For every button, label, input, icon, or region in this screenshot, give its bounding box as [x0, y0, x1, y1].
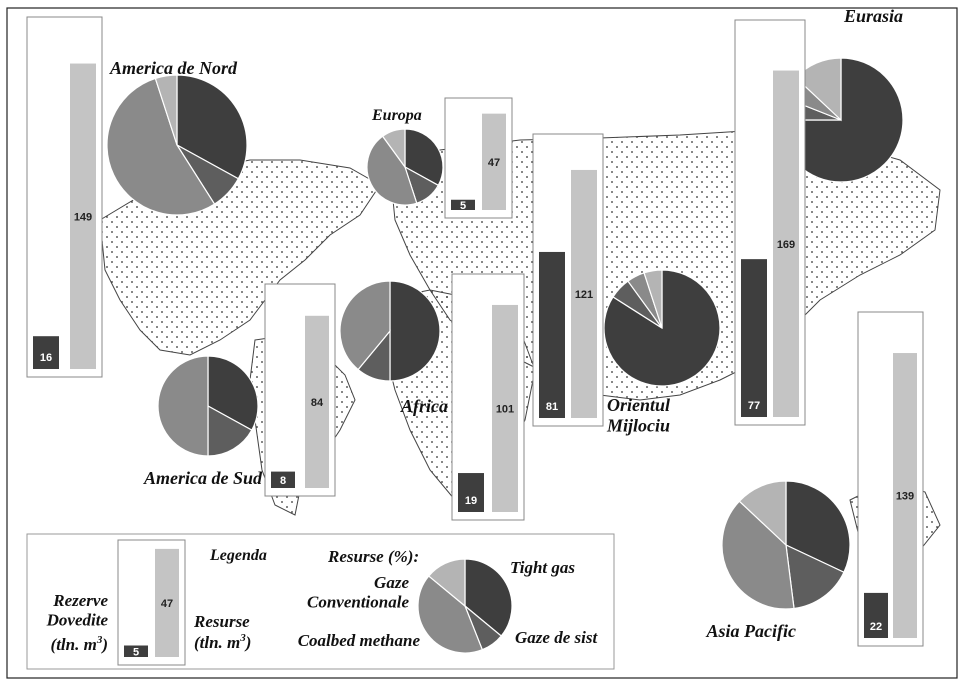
legend-example-resources-value: 47 — [161, 598, 173, 610]
legend-cat-gaze-conventionale: Gaze Conventionale — [307, 573, 409, 612]
region-eurasia: 77 169 Eurasia — [734, 6, 904, 426]
region-africa-proved-value: 19 — [465, 495, 477, 507]
region-europa-slice-gaze-de-sist — [366, 135, 418, 206]
region-america-de-sud-slice-gaze-de-sist — [157, 355, 209, 457]
legend-example-slice-gaze-conventionale — [464, 558, 513, 637]
region-africa-bars: 19 101 — [451, 273, 525, 521]
region-orientul-mijlociu-proved-bar — [539, 251, 565, 418]
region-asia-pacific-slice-tight-gas — [785, 543, 845, 610]
region-eurasia-proved-value: 77 — [748, 400, 760, 412]
region-america-de-sud: 8 84 America de Sud — [143, 283, 336, 497]
legend-example-slice-gaze-de-sist — [417, 575, 484, 654]
region-asia-pacific-proved-bar — [864, 592, 888, 638]
region-africa-label: Africa — [400, 396, 448, 416]
region-eurasia-proved-bar — [741, 259, 767, 417]
region-asia-pacific-label: Asia Pacific — [706, 621, 796, 641]
legend-proved-label: Rezerve Dovedite — [46, 591, 109, 630]
region-eurasia-label: Eurasia — [843, 6, 903, 26]
region-eurasia-bars: 77 169 — [734, 19, 806, 426]
region-asia-pacific-proved-value: 22 — [870, 621, 882, 633]
region-africa-slice-gaze-conventionale — [389, 280, 441, 382]
region-america-de-sud-slice-tight-gas — [207, 404, 253, 457]
region-america-de-nord-slice-gaze-de-sist — [106, 77, 216, 216]
region-america-de-nord-proved-bar — [33, 336, 59, 369]
region-africa: 19 101 Africa — [339, 273, 525, 521]
region-europa-proved-bar — [451, 199, 475, 210]
region-europa-proved-value: 5 — [460, 200, 466, 212]
region-orientul-mijlociu-proved-value: 81 — [546, 401, 558, 413]
region-orientul-mijlociu: 81 121 Orientul Mijlociu — [532, 133, 721, 436]
region-africa-slice-gaze-de-sist — [339, 280, 391, 371]
legend-example-slice-coalbed-methane — [427, 558, 466, 608]
legend-example-pie — [417, 558, 513, 654]
region-orientul-mijlociu-label: Orientul Mijlociu — [606, 395, 670, 436]
region-africa-resources-bar — [492, 304, 518, 512]
region-asia-pacific-slice-gaze-conventionale — [785, 480, 851, 574]
region-america-de-sud-pie — [157, 355, 259, 457]
region-america-de-nord-slice-gaze-conventionale — [176, 74, 248, 180]
legend-pie-title: Resurse (%): — [327, 547, 419, 566]
region-america-de-sud-proved-value: 8 — [280, 475, 286, 487]
region-europa: 5 47 Europa — [366, 97, 513, 219]
region-eurasia-resources-bar — [773, 70, 799, 418]
region-asia-pacific-bars: 22 139 — [857, 311, 924, 647]
region-africa-pie — [339, 280, 441, 382]
legend-resources-label: Resurse — [193, 612, 250, 631]
region-asia-pacific-slice-coalbed-methane — [738, 480, 787, 547]
region-orientul-mijlociu-pie — [603, 269, 721, 387]
region-america-de-nord-bars: 16 149 — [26, 16, 103, 378]
region-europa-bars: 5 47 — [444, 97, 513, 219]
region-africa-proved-bar — [458, 473, 484, 512]
legend-proved-unit: (tln. m3) — [51, 634, 108, 654]
region-asia-pacific-slice-gaze-de-sist — [721, 500, 795, 610]
region-europa-slice-coalbed-methane — [381, 128, 406, 169]
region-europa-resources-bar — [482, 113, 506, 210]
legend-example-resources-bar — [155, 548, 179, 657]
region-america-de-nord-proved-value: 16 — [40, 352, 52, 364]
region-europa-slice-gaze-conventionale — [404, 128, 444, 187]
region-america-de-nord-pie — [106, 74, 248, 216]
region-orientul-mijlociu-resources-bar — [571, 169, 597, 418]
legend-example-proved-bar — [124, 645, 148, 657]
region-america-de-sud-bars: 8 84 — [264, 283, 336, 497]
legend-cat-coalbed-methane: Coalbed methane — [298, 631, 421, 650]
region-europa-label: Europa — [371, 107, 422, 124]
legend-cat-tight-gas: Tight gas — [510, 558, 575, 577]
legend-cat-gaze-de-sist: Gaze de sist — [515, 628, 598, 647]
region-orientul-mijlociu-bars: 81 121 — [532, 133, 604, 427]
region-europa-pie — [366, 128, 444, 206]
region-america-de-nord-slice-coalbed-methane — [154, 74, 178, 146]
region-africa-resources-value: 101 — [496, 403, 514, 415]
region-orientul-mijlociu-resources-value: 121 — [575, 289, 593, 301]
legend-title: Legenda — [209, 547, 267, 564]
region-america-de-sud-proved-bar — [271, 471, 295, 488]
region-america-de-nord: 16 149 America de Nord — [26, 16, 248, 378]
region-america-de-sud-resources-bar — [305, 315, 329, 488]
region-orientul-mijlociu-slice-coalbed-methane — [643, 269, 663, 329]
region-america-de-sud-label: America de Sud — [143, 468, 263, 488]
region-america-de-sud-resources-value: 84 — [311, 397, 324, 409]
region-america-de-nord-resources-bar — [70, 63, 96, 370]
region-asia-pacific-pie — [721, 480, 851, 610]
legend-resources-unit: (tln. m3) — [194, 632, 251, 652]
region-asia-pacific-resources-value: 139 — [896, 491, 914, 503]
region-asia-pacific: 22 139 Asia Pacific — [706, 311, 924, 647]
region-america-de-nord-label: America de Nord — [109, 58, 238, 78]
region-europa-resources-value: 47 — [488, 157, 500, 169]
region-asia-pacific-resources-bar — [893, 353, 917, 638]
legend-example-proved-value: 5 — [133, 646, 139, 658]
legend-example-bars: 5 47 — [117, 539, 186, 666]
region-america-de-nord-resources-value: 149 — [74, 211, 92, 223]
region-eurasia-resources-value: 169 — [777, 239, 795, 251]
region-america-de-sud-slice-gaze-conventionale — [207, 355, 259, 431]
